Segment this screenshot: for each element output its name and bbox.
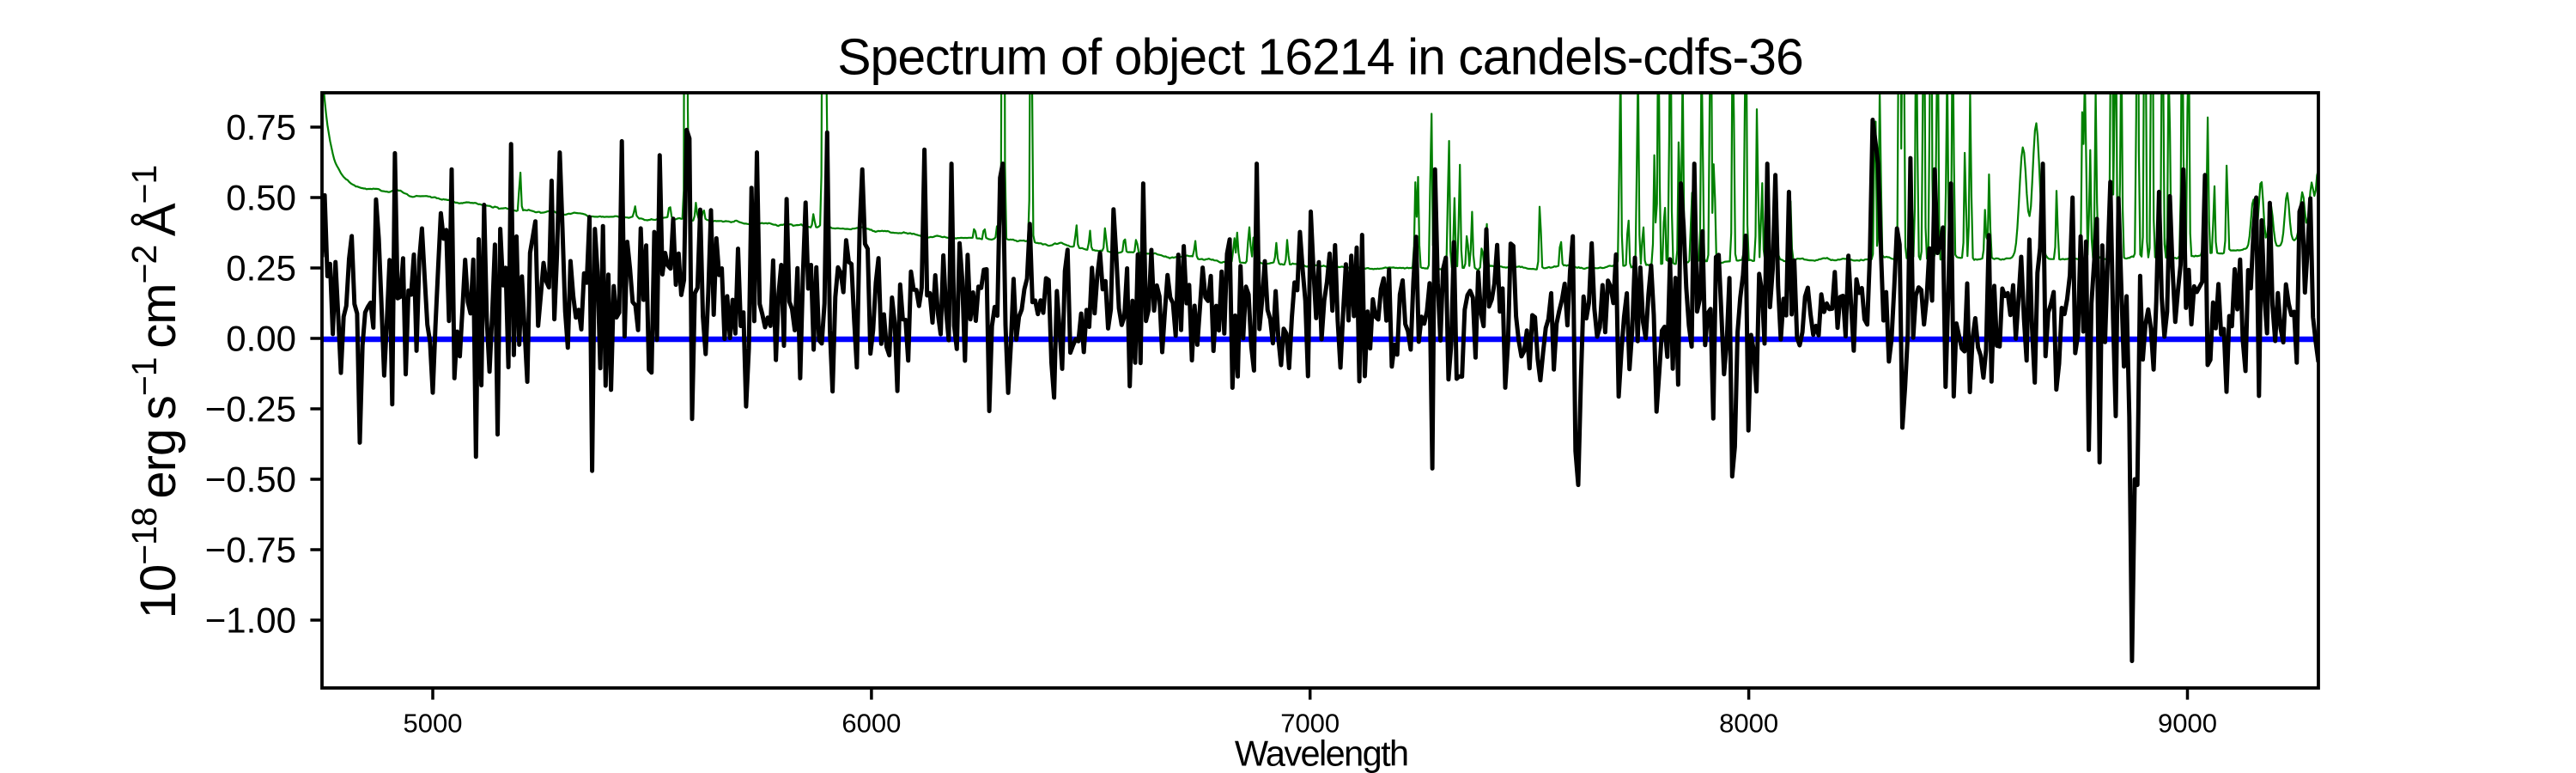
svg-text:Spectrum of object 16214 in ca: Spectrum of object 16214 in candels-cdfs… <box>837 30 1803 86</box>
svg-text:0.00: 0.00 <box>226 319 296 359</box>
svg-text:−1.00: −1.00 <box>205 600 296 641</box>
svg-text:7000: 7000 <box>1280 709 1340 739</box>
svg-text:0.75: 0.75 <box>226 107 296 148</box>
svg-text:−0.75: −0.75 <box>205 530 296 570</box>
svg-text:9000: 9000 <box>2158 709 2217 739</box>
svg-text:8000: 8000 <box>1719 709 1778 739</box>
svg-text:0.50: 0.50 <box>226 178 296 218</box>
svg-text:Wavelength: Wavelength <box>1235 733 1408 773</box>
svg-text:−0.50: −0.50 <box>205 460 296 500</box>
svg-text:5000: 5000 <box>404 709 463 739</box>
svg-text:0.25: 0.25 <box>226 248 296 289</box>
svg-text:−0.25: −0.25 <box>205 389 296 429</box>
svg-text:6000: 6000 <box>841 709 901 739</box>
